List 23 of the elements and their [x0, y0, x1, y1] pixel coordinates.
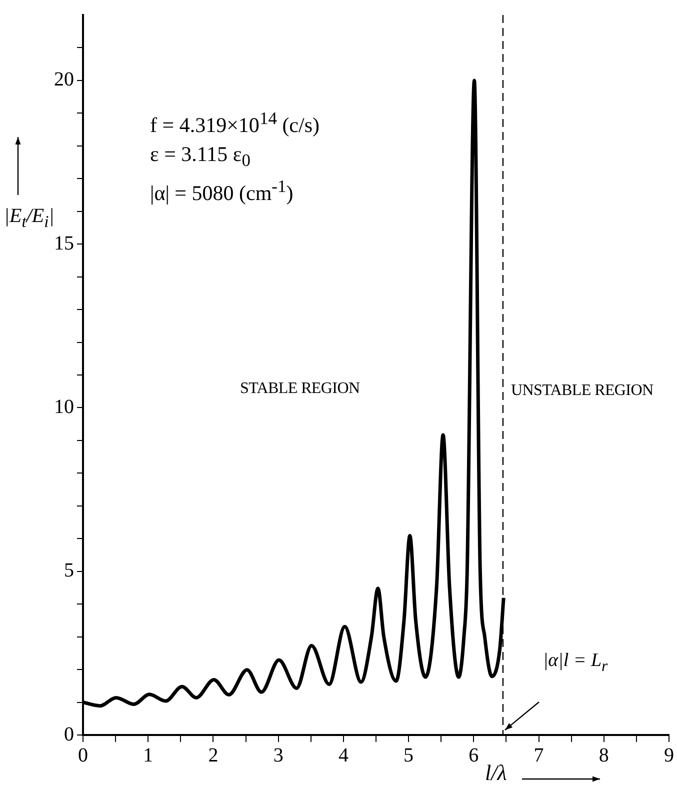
x-tick-label: 8 [598, 744, 609, 766]
x-tick-label: 0 [78, 744, 88, 766]
x-tick-label: 2 [208, 744, 218, 766]
annotation: STABLE REGION [240, 380, 360, 398]
annotation: |α| = 5080 (cm$^{-1}$) [150, 176, 294, 206]
y-tick-label: 10 [54, 396, 74, 418]
x-tick-label: 6 [468, 744, 479, 766]
x-tick-label: 9 [664, 744, 674, 766]
x-tick-label: 1 [143, 744, 154, 766]
x-axis-title: l/λ [485, 760, 507, 786]
y-tick-label: 20 [54, 68, 74, 91]
annotation: ε = 3.115 ε$_{0}$ [150, 142, 250, 172]
ref-line-label: |α|l = L$_{r}$ [542, 650, 608, 676]
x-tick-label: 4 [338, 744, 348, 766]
y-tick-label: 5 [64, 560, 74, 582]
annotation: UNSTABLE REGION [511, 382, 654, 400]
y-axis-title: |E$_{t}$/E$_{i}$| [4, 205, 54, 232]
y-tick-label: 15 [54, 232, 74, 254]
annotation: f = 4.319×10$^{14}$ (c/s) [150, 108, 320, 138]
x-tick-label: 5 [404, 744, 414, 766]
x-tick-label: 7 [534, 744, 544, 766]
x-tick-label: 3 [273, 744, 284, 766]
y-tick-label: 0 [64, 723, 74, 746]
